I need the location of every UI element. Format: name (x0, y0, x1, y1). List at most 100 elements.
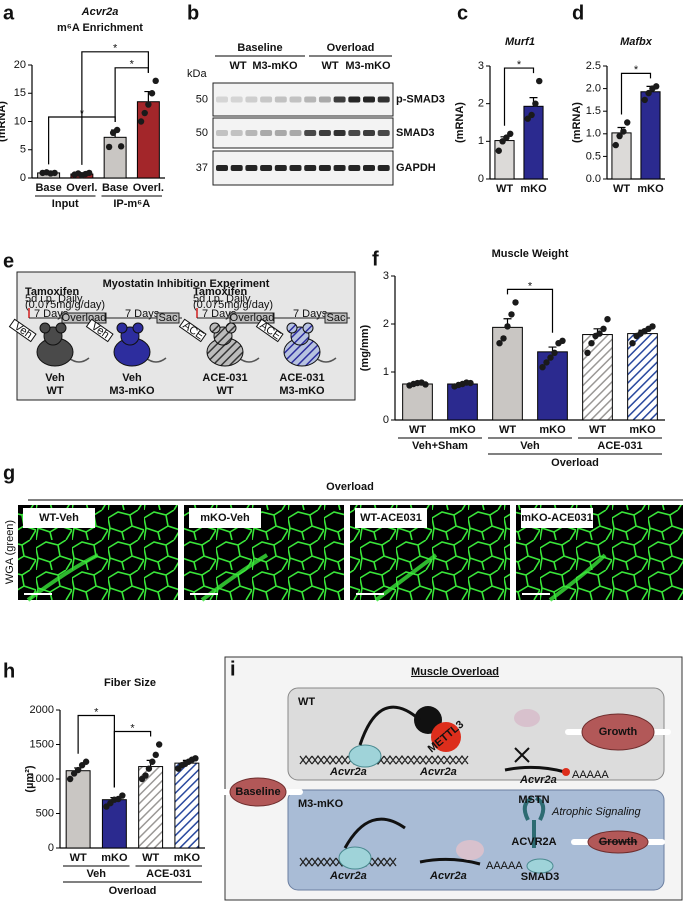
blot-band (363, 165, 375, 171)
phase-label: Overload (62, 312, 107, 324)
phase-box (229, 312, 275, 324)
y-tick-label: 1 (383, 366, 389, 378)
y-tick-label: 20 (14, 59, 26, 71)
panel-label: f (372, 248, 379, 270)
y-tick-label: 5 (20, 144, 26, 156)
data-point (504, 323, 511, 330)
data-point (117, 143, 125, 150)
blot-band (318, 96, 331, 103)
dose-amount: (0.075mg/g/day) (193, 299, 273, 311)
dose-label: 5d i.p. Daily (25, 293, 83, 305)
x-tick-label: mKO (629, 424, 656, 436)
bar (582, 334, 613, 421)
x-tick-label: WT (70, 852, 87, 864)
data-point (551, 349, 558, 356)
chart-title: Mafbx (620, 36, 653, 48)
group-label: Veh+Sham (412, 440, 468, 452)
tail-label: AAAAA (486, 860, 523, 872)
blot-band (260, 165, 273, 171)
data-point (496, 340, 503, 347)
gene-label: Acvr2a (519, 774, 557, 786)
panel-label: d (572, 2, 584, 24)
polymerase (348, 744, 382, 768)
muscle-label: Growth (599, 836, 638, 848)
bar (402, 383, 433, 421)
data-point (119, 792, 126, 799)
mouse-genotype: M3-mKO (279, 385, 325, 397)
mouse-ear (55, 322, 67, 334)
y-axis-label: (mg/mm) (359, 324, 371, 371)
significance-bracket (81, 51, 149, 165)
group-label: Input (52, 198, 79, 210)
group-label: IP-m⁶A (113, 198, 150, 210)
panel-label: g (3, 462, 15, 484)
blot-band (245, 165, 258, 171)
blot-band (260, 96, 273, 103)
blot-band (348, 165, 361, 171)
image-label: WT-Veh (39, 512, 79, 524)
genotype-label: WT (229, 60, 246, 72)
blot-band (230, 96, 243, 103)
mouse-treatment: ACE-031 (279, 372, 324, 384)
supergroup-label: Overload (109, 885, 157, 897)
writer (431, 722, 461, 752)
end-box (156, 312, 180, 324)
dose-label: 5d i.p. Daily (193, 293, 251, 305)
x-tick-label: mKO (637, 183, 664, 195)
significance-bracket (503, 67, 535, 126)
data-point (148, 90, 156, 97)
data-point (624, 119, 631, 126)
blot-band (333, 130, 346, 136)
mouse-genotype: M3-mKO (109, 385, 155, 397)
y-tick-label: 0 (20, 172, 26, 184)
y-tick-label: 1 (478, 135, 484, 147)
blot-band (363, 130, 375, 136)
bar (611, 132, 632, 180)
blot-band (333, 165, 346, 171)
syringe (178, 318, 207, 343)
mrna (419, 857, 481, 866)
y-tick-label: 0.0 (586, 173, 601, 185)
image-label: WT-ACE031 (360, 512, 422, 524)
wt-label: WT (298, 696, 315, 708)
x-tick-label: mKO (520, 183, 547, 195)
blot-unit: kDa (187, 68, 207, 80)
gene-label: Acvr2a (329, 870, 367, 882)
data-point (500, 335, 507, 342)
muscle (587, 830, 649, 854)
mouse-genotype: WT (216, 385, 233, 397)
significance-label: * (130, 722, 135, 734)
mouse (206, 322, 260, 367)
data-point (588, 340, 595, 347)
image-label-box (189, 508, 261, 528)
bar (640, 91, 661, 180)
mrna (504, 765, 566, 774)
y-tick-label: 2 (383, 318, 389, 330)
data-point (155, 741, 163, 748)
bar (447, 383, 478, 421)
connective-streak (548, 553, 607, 602)
mouse-ear (225, 322, 237, 334)
data-point (142, 772, 149, 779)
dose-amount: (0.075mg/g/day) (25, 299, 105, 311)
stain-label: WGA (green) (4, 520, 16, 584)
panel-label: h (3, 660, 15, 682)
data-point (508, 311, 515, 318)
drug-label: Tamoxifen (193, 286, 247, 298)
period-label: 7 Days (293, 308, 328, 320)
chart-title: Fiber Size (104, 677, 156, 689)
significance-label: * (517, 59, 522, 71)
data-point (105, 143, 113, 151)
protein-label: SMAD3 (396, 127, 435, 139)
y-tick-label: 0.5 (586, 150, 601, 162)
chart-title: Muscle Weight (492, 248, 569, 260)
y-tick-label: 2000 (30, 704, 54, 716)
y-tick-label: 0 (48, 842, 54, 854)
x-tick-label: WT (499, 424, 516, 436)
mouse-ear (209, 322, 221, 334)
genotype-label: WT (321, 60, 338, 72)
blot-band (318, 130, 331, 136)
m6a-mark (562, 768, 570, 776)
x-tick-label: mKO (539, 424, 566, 436)
period-label: 7 Days (125, 308, 160, 320)
